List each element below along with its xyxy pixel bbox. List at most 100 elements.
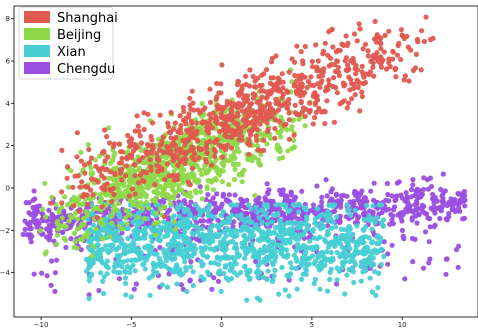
data-point (143, 255, 149, 261)
data-point (70, 184, 76, 190)
data-point (247, 275, 253, 281)
data-point (296, 116, 302, 122)
data-point (59, 223, 65, 229)
data-point (269, 114, 275, 120)
data-point (460, 216, 466, 222)
data-point (206, 271, 212, 278)
data-point (461, 188, 467, 195)
data-point (187, 212, 193, 219)
data-point (99, 216, 105, 222)
data-point (358, 259, 365, 265)
data-point (200, 107, 206, 113)
data-point (289, 146, 295, 152)
data-point (177, 159, 183, 165)
data-point (188, 264, 194, 270)
data-point (170, 158, 176, 164)
data-point (275, 233, 281, 239)
data-point (356, 80, 362, 86)
data-point (293, 220, 299, 226)
data-point (263, 67, 270, 73)
data-point (276, 206, 282, 212)
data-point (171, 168, 177, 174)
data-point (86, 292, 92, 298)
data-point (212, 148, 218, 155)
data-point (115, 234, 121, 240)
data-point (183, 115, 189, 121)
data-point (30, 204, 36, 211)
data-point (317, 84, 323, 90)
data-point (85, 216, 91, 222)
data-point (239, 179, 245, 185)
data-point (115, 201, 121, 207)
data-point (302, 123, 308, 129)
data-point (344, 239, 350, 245)
data-point (174, 205, 180, 211)
data-point (232, 192, 238, 198)
data-point (405, 44, 411, 50)
data-point (377, 248, 383, 254)
data-point (419, 28, 425, 34)
data-point (325, 52, 331, 58)
data-point (398, 56, 404, 63)
data-point (340, 42, 347, 49)
data-point (46, 207, 52, 213)
data-point (321, 237, 327, 243)
data-point (279, 264, 285, 271)
data-point (159, 282, 165, 288)
data-point (54, 232, 61, 238)
data-point (281, 239, 288, 245)
data-point (173, 135, 179, 141)
data-point (291, 137, 297, 143)
data-point (55, 218, 61, 225)
data-point (414, 201, 420, 207)
data-point (151, 251, 158, 257)
data-point (101, 127, 108, 133)
data-point (74, 154, 80, 160)
data-point (84, 192, 90, 198)
data-point (241, 124, 247, 130)
data-point (96, 153, 103, 159)
data-point (111, 191, 117, 197)
data-point (78, 247, 84, 253)
data-point (160, 247, 166, 253)
data-point (443, 271, 449, 277)
data-point (182, 229, 188, 235)
data-point (218, 239, 224, 245)
data-point (342, 227, 348, 233)
data-point (335, 47, 341, 53)
data-point (205, 209, 211, 215)
data-point (274, 84, 280, 90)
data-point (285, 220, 291, 226)
data-point (420, 265, 427, 271)
data-point (152, 189, 158, 195)
data-point (291, 252, 297, 258)
data-point (234, 206, 240, 212)
data-point (66, 218, 72, 224)
data-point (235, 79, 242, 85)
data-point (204, 184, 210, 190)
data-point (352, 207, 358, 213)
data-point (47, 200, 54, 206)
data-point (265, 268, 271, 274)
data-point (255, 237, 261, 243)
data-point (135, 215, 141, 221)
data-point (227, 267, 233, 274)
data-point (221, 270, 227, 276)
data-point (328, 225, 334, 231)
data-point (85, 184, 91, 190)
data-point (309, 64, 316, 70)
data-point (271, 110, 277, 116)
data-point (371, 197, 377, 203)
data-point (94, 205, 100, 212)
data-point (192, 202, 198, 208)
data-point (228, 128, 234, 134)
data-point (175, 162, 181, 168)
data-point (232, 131, 238, 138)
data-point (263, 197, 269, 203)
data-point (212, 153, 218, 160)
data-point (109, 198, 115, 205)
data-point (99, 258, 105, 264)
data-point (409, 217, 415, 223)
data-point (87, 274, 93, 280)
data-point (46, 235, 53, 241)
